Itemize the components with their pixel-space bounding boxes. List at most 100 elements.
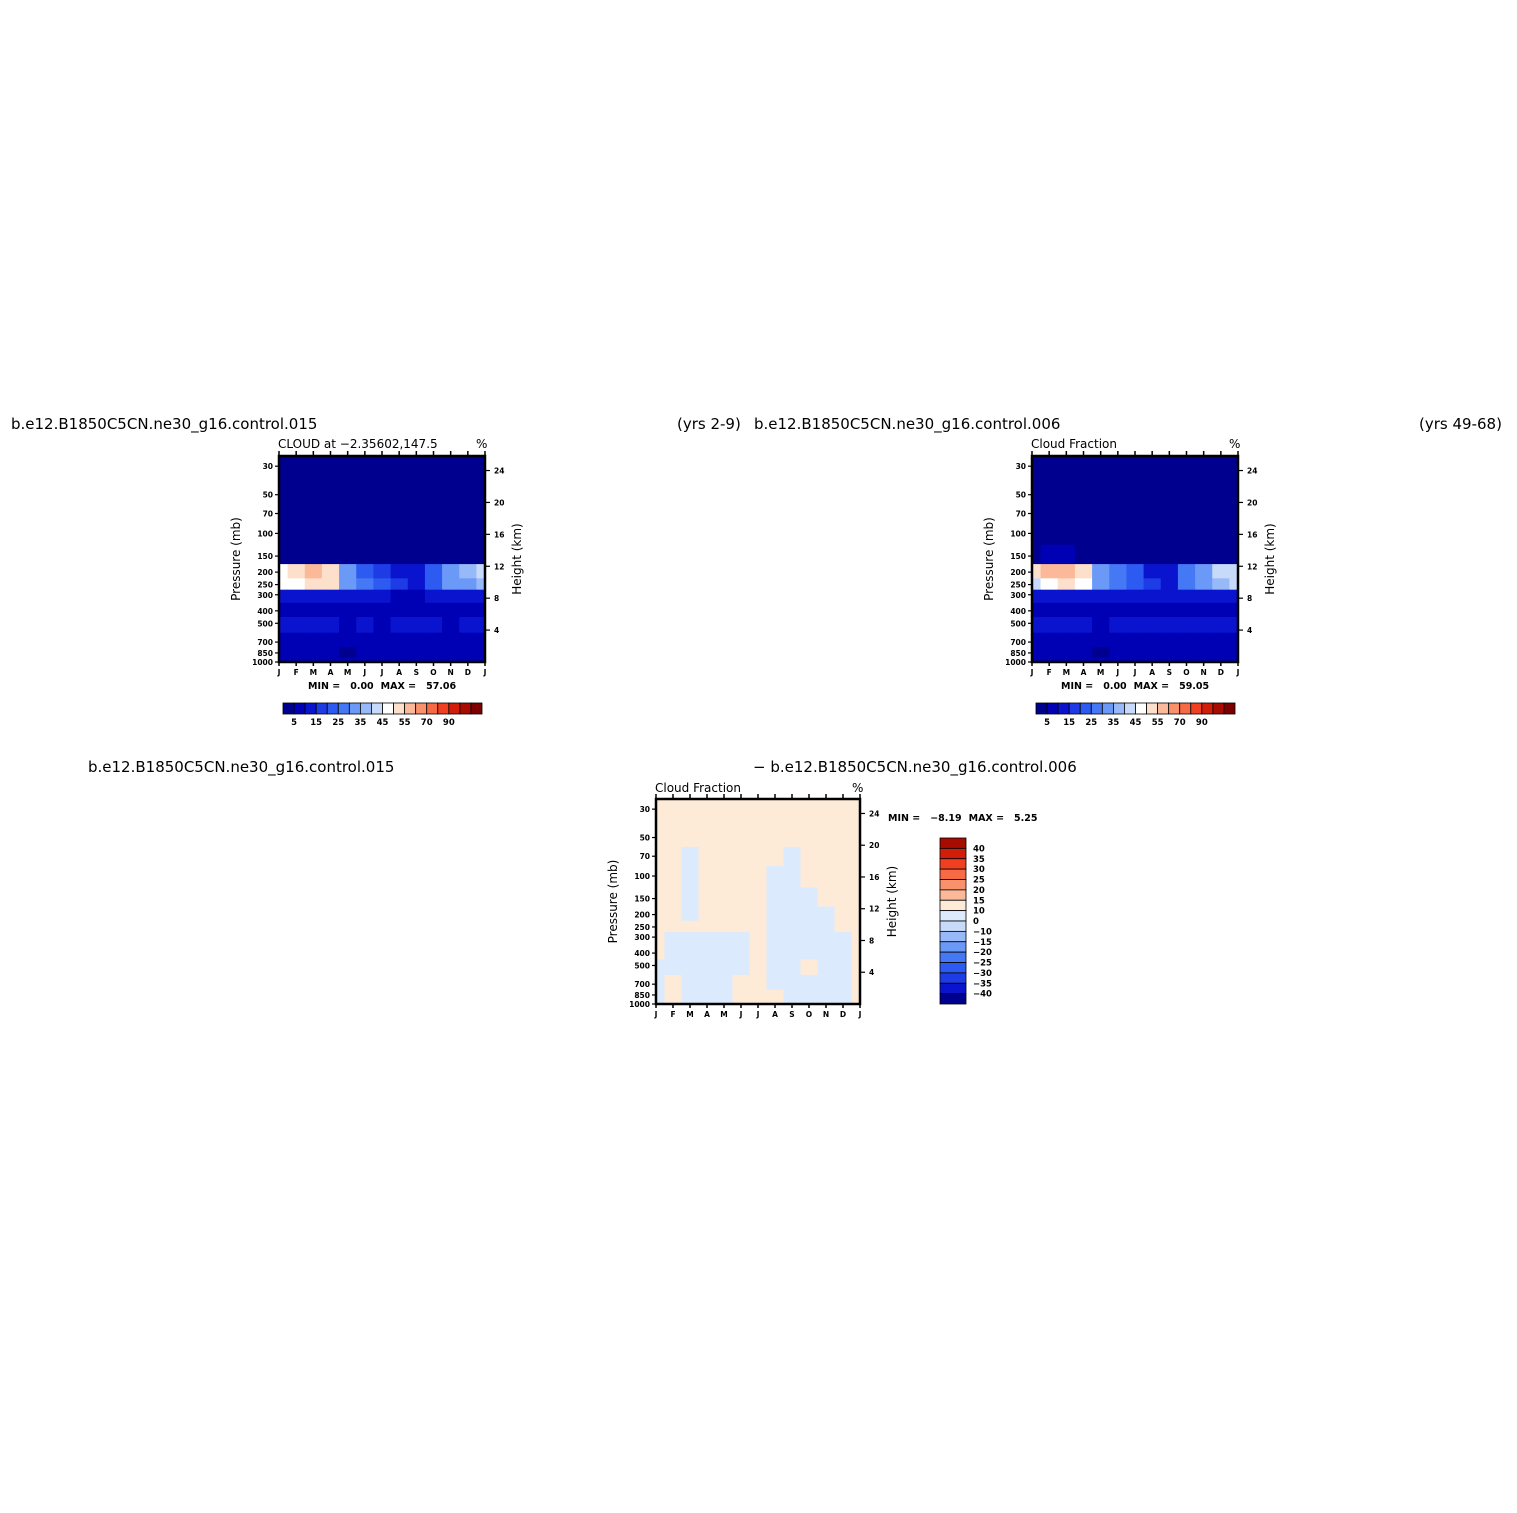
p2-cell [1032, 456, 1041, 481]
p2-cell [1040, 564, 1059, 579]
p3-cell [681, 866, 699, 888]
p2-cell [1109, 657, 1127, 663]
p3-cell [834, 999, 852, 1005]
p1-cell [304, 657, 323, 663]
p3-cell [681, 799, 699, 824]
p1-cell [373, 617, 391, 634]
p2-y2tick-label: 4 [1247, 626, 1252, 635]
p2-cell [1177, 564, 1196, 579]
p2-cell [1092, 523, 1110, 546]
p3-cell [766, 920, 784, 933]
p3-ytick-label: 100 [634, 872, 650, 881]
p3-colorbar-label: −35 [973, 979, 992, 989]
p1-cell [279, 657, 288, 663]
p3-colorbar-label: −40 [973, 990, 992, 1000]
p2-ytick-label: 500 [1010, 619, 1026, 628]
p2-cell [1109, 523, 1127, 546]
p3-cell [681, 887, 699, 907]
p1-cell [476, 480, 486, 505]
p3-cell [817, 799, 835, 824]
p2-cell [1143, 504, 1162, 524]
p3-cell [851, 974, 861, 990]
p1-cell [442, 544, 460, 565]
p3-colorbar-box [939, 993, 967, 1005]
p1-cell [407, 602, 426, 618]
p1-cell [339, 456, 357, 481]
p1-colorbar-box [470, 702, 483, 715]
p1-cell [424, 647, 443, 658]
p2-cell [1160, 480, 1179, 505]
p3-cell [715, 866, 733, 888]
p1-cell [459, 480, 477, 505]
p1-cell [459, 456, 477, 481]
p1-cell [390, 456, 409, 481]
p1-cell [407, 632, 426, 648]
p1-cell [356, 589, 374, 604]
p3-xtick-label: A [772, 1010, 778, 1019]
p1-cell [459, 617, 477, 634]
p3-cell [698, 887, 716, 907]
p2-cell [1092, 456, 1110, 481]
p3-cell [851, 887, 861, 907]
p2-cell [1126, 647, 1144, 658]
p1-cell [279, 480, 288, 505]
p1-cell [287, 480, 306, 505]
p3-cell [715, 920, 733, 933]
p1-cell [424, 523, 443, 546]
p3-cell [749, 906, 767, 922]
p3-max-label: MAX = [969, 813, 1004, 824]
p3-cell [783, 920, 801, 933]
p3-cell [715, 945, 733, 960]
p3-cell [681, 932, 699, 946]
p3-cell [698, 846, 716, 867]
p3-colorbar-label: −30 [973, 969, 992, 979]
p2-cell [1109, 456, 1127, 481]
p3-y2tick-label: 12 [869, 905, 879, 914]
p3-cell [715, 823, 733, 848]
p2-cell [1177, 480, 1196, 505]
p1-cell [339, 647, 357, 658]
p1-cell [339, 544, 357, 565]
p1-cell [390, 632, 409, 648]
p1-cell [287, 602, 306, 618]
p1-cell [304, 632, 323, 648]
p2-ytick-label: 50 [1016, 491, 1026, 500]
p2-cell [1040, 544, 1059, 565]
p2-cell [1143, 456, 1162, 481]
p2-cell [1074, 617, 1093, 634]
p2-cell [1057, 456, 1076, 481]
p2-cell [1092, 589, 1110, 604]
p2-cell [1177, 657, 1196, 663]
p1-cell [459, 523, 477, 546]
p3-cell [715, 974, 733, 990]
p1-cell [356, 647, 374, 658]
p3-cell [664, 920, 682, 933]
p2-colorbar-label: 25 [1085, 718, 1097, 728]
p1-cell [459, 647, 477, 658]
p2-cell [1092, 647, 1110, 658]
p2-cell [1212, 523, 1230, 546]
p1-cell [373, 647, 391, 658]
panel3-units: % [852, 781, 864, 795]
p2-cell [1032, 647, 1041, 658]
p3-cell [749, 846, 767, 867]
p1-cell [373, 523, 391, 546]
p1-cell [476, 602, 486, 618]
p1-ytick-label: 250 [257, 581, 273, 590]
p2-cell [1143, 657, 1162, 663]
p3-xtick-label: F [670, 1010, 675, 1019]
p2-cell [1040, 578, 1059, 591]
p3-cell [766, 974, 784, 990]
p1-cell [321, 617, 340, 634]
p3-cell [715, 799, 733, 824]
p2-cell [1057, 564, 1076, 579]
p1-colorbar-label: 15 [310, 718, 322, 728]
p2-cell [1040, 589, 1059, 604]
p1-cell [321, 647, 340, 658]
p2-cell [1229, 523, 1239, 546]
p3-y2label: Height (km) [885, 866, 899, 937]
p2-cell [1212, 632, 1230, 648]
p2-cell [1040, 617, 1059, 634]
p1-cell [304, 456, 323, 481]
p2-cell [1074, 504, 1093, 524]
